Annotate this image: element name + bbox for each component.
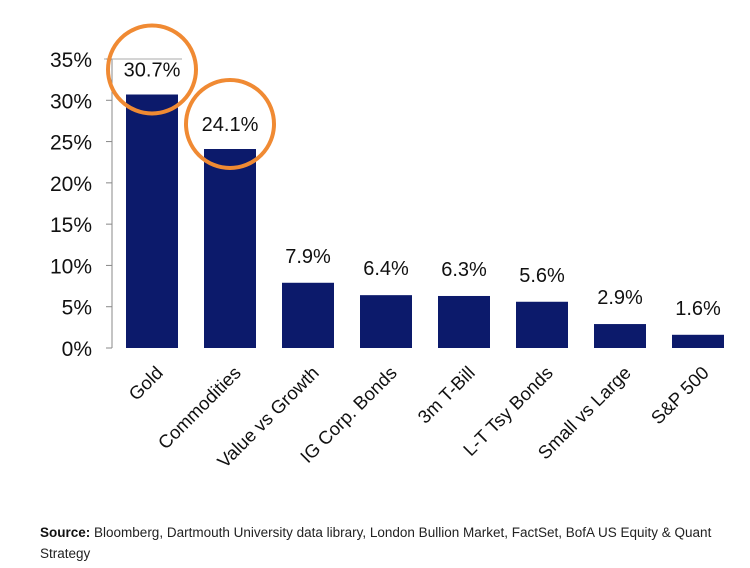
data-label: 7.9% [285,246,331,268]
y-tick-label: 15% [50,214,92,237]
y-tick-label: 20% [50,173,92,196]
y-tick-label: 10% [50,255,92,278]
x-tick-label: S&P 500 [647,362,713,428]
highlight-circles [106,23,276,171]
y-axis: 0% 5% 10% 15% 20% 25% 30% 35% [50,49,182,361]
source-note: Source: Bloomberg, Dartmouth University … [40,522,740,564]
y-tick-label: 30% [50,90,92,113]
bar [672,334,724,348]
y-tick-label: 0% [62,338,92,361]
data-label: 5.6% [519,265,565,287]
data-label: 6.4% [363,258,409,280]
bar [516,301,568,348]
bar [594,324,646,348]
bar [126,94,178,349]
source-text: Bloomberg, Dartmouth University data lib… [40,525,712,561]
bar-chart: 0% 5% 10% 15% 20% 25% 30% 35% 30.7% 24.1% 7.9% 6.4… [50,23,724,472]
bar [282,282,334,348]
y-tick-label: 35% [50,49,92,72]
highlight-circle [106,23,198,116]
source-label: Source: [40,525,91,540]
highlight-circle [184,78,276,171]
y-tick-label: 5% [62,297,92,320]
data-label: 1.6% [675,298,721,320]
bar [438,295,490,348]
data-label: 6.3% [441,259,487,281]
data-label: 24.1% [202,114,259,136]
data-label: 30.7% [124,60,181,82]
x-tick-label: Gold [124,362,166,404]
y-tick-label: 25% [50,132,92,155]
x-tick-label: 3m T-Bill [413,362,478,427]
data-labels: 30.7% 24.1% 7.9% 6.4% 6.3% 5.6% 2.9% 1.6% [124,60,721,320]
bar [204,149,256,348]
bar [360,295,412,348]
bars [126,94,724,349]
data-label: 2.9% [597,287,643,309]
